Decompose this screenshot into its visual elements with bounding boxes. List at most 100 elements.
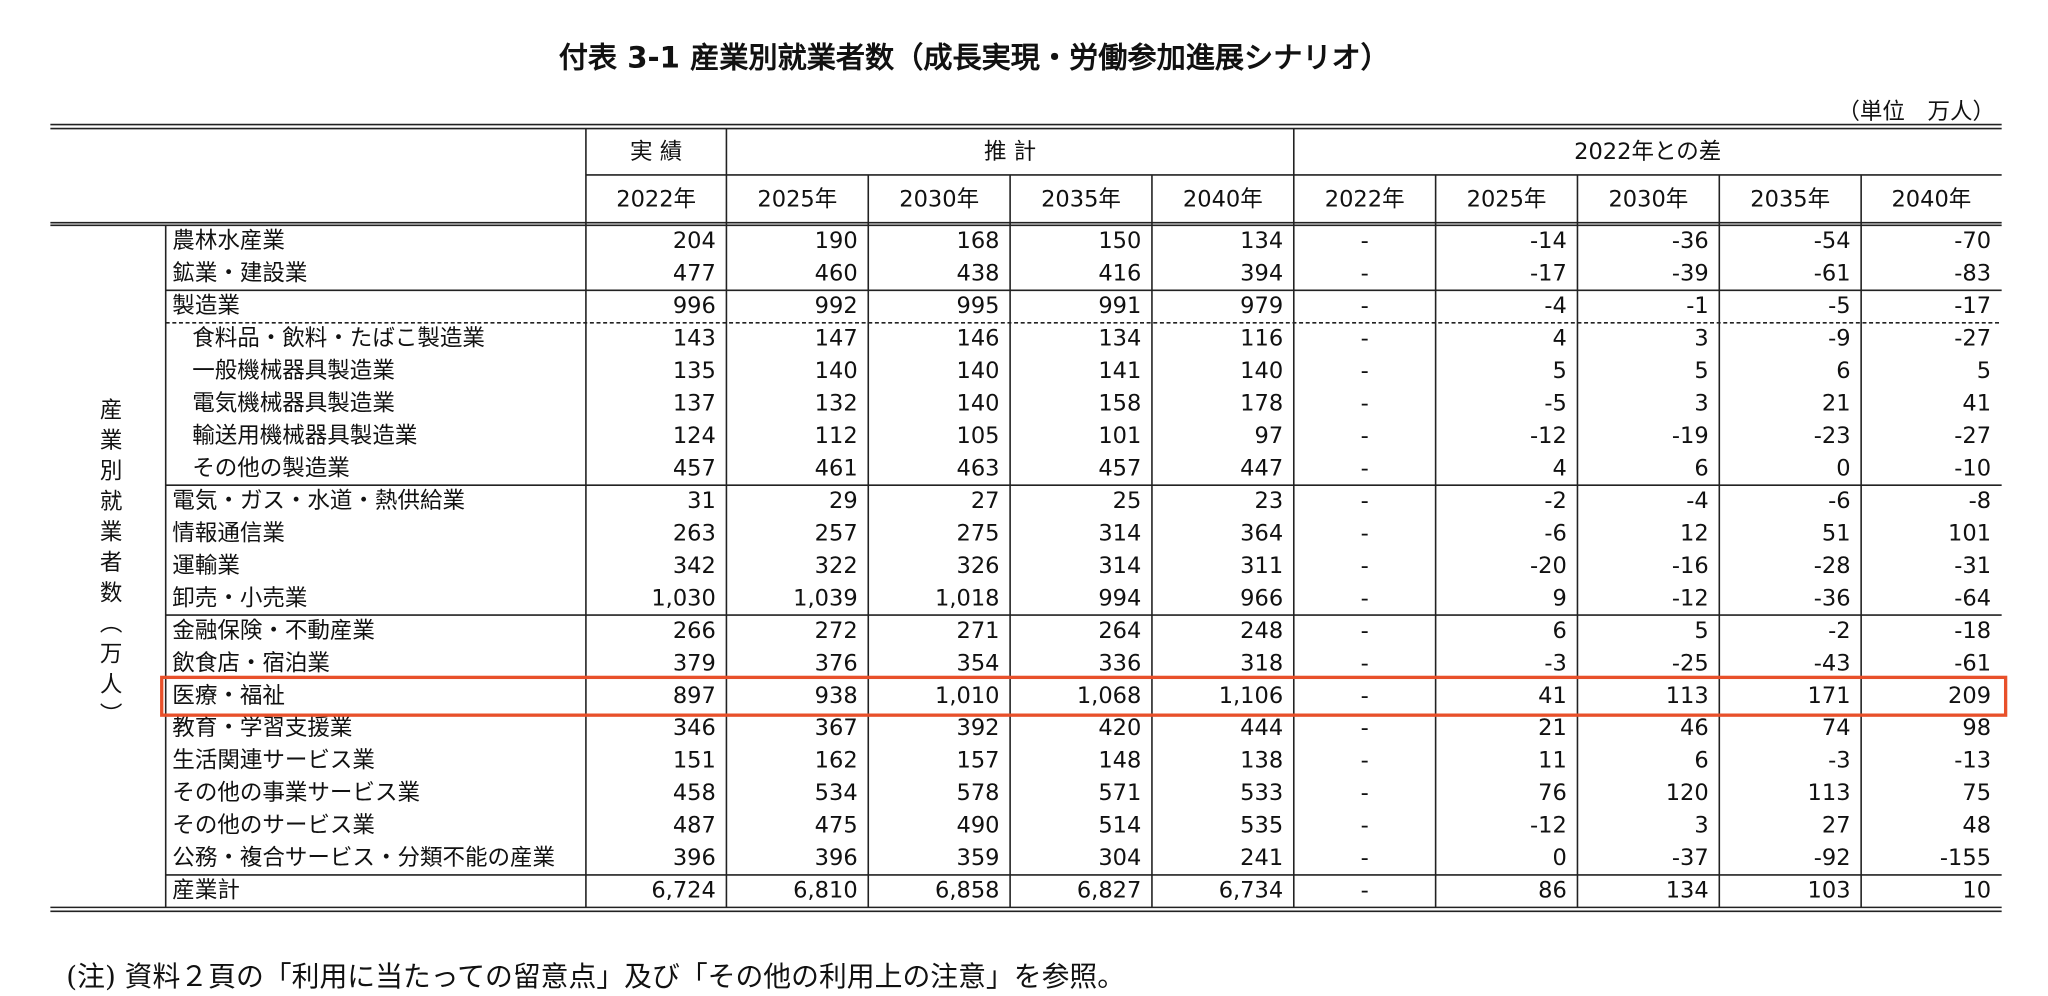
- cell: 991: [1098, 293, 1141, 319]
- row-label: 生活関連サービス業: [172, 748, 375, 774]
- cell: -: [1361, 488, 1369, 514]
- year-header: 2040年: [1183, 187, 1263, 213]
- group-header: 推 計: [984, 139, 1036, 165]
- cell: -61: [1814, 261, 1851, 287]
- cell: 31: [687, 488, 716, 514]
- cell: 1,018: [935, 585, 999, 611]
- year-header: 2030年: [899, 187, 979, 213]
- row-label: 卸売・小売業: [172, 585, 307, 611]
- cell: 461: [815, 455, 858, 481]
- cell: -12: [1530, 423, 1567, 449]
- cell: 105: [957, 423, 1000, 449]
- cell: 458: [673, 780, 716, 806]
- row-label: 鉱業・建設業: [172, 261, 307, 287]
- cell: 97: [1255, 423, 1284, 449]
- cell: -28: [1814, 553, 1851, 579]
- cell: 120: [1666, 780, 1709, 806]
- cell: -2: [1544, 488, 1566, 514]
- cell: 41: [1962, 390, 1991, 416]
- cell: 1,030: [651, 585, 715, 611]
- cell: -9: [1828, 326, 1850, 352]
- cell: 463: [957, 455, 1000, 481]
- cell: 134: [1098, 326, 1141, 352]
- cell: 1,039: [793, 585, 857, 611]
- cell: 48: [1962, 813, 1991, 839]
- cell: 359: [957, 845, 1000, 871]
- cell: -27: [1954, 326, 1991, 352]
- cell: 6: [1694, 455, 1708, 481]
- cell: -: [1361, 390, 1369, 416]
- cell: 396: [673, 845, 716, 871]
- cell: -8: [1969, 488, 1991, 514]
- cell: 11: [1538, 748, 1567, 774]
- cell: 995: [957, 293, 1000, 319]
- cell: -4: [1686, 488, 1708, 514]
- cell: -64: [1954, 585, 1991, 611]
- cell: 6: [1836, 358, 1850, 384]
- cell: 535: [1240, 813, 1283, 839]
- row-label: 金融保険・不動産業: [172, 618, 375, 644]
- cell: -14: [1530, 228, 1567, 254]
- cell: 21: [1822, 390, 1851, 416]
- cell: -10: [1954, 455, 1991, 481]
- cell: -: [1361, 618, 1369, 644]
- cell: -: [1361, 455, 1369, 481]
- cell: 140: [1240, 358, 1283, 384]
- cell: 12: [1680, 520, 1709, 546]
- cell: 460: [815, 261, 858, 287]
- cell: 444: [1240, 715, 1283, 741]
- cell: -36: [1672, 228, 1709, 254]
- row-label: 飲食店・宿泊業: [172, 650, 330, 676]
- row-label: 電気機械器具製造業: [192, 390, 395, 416]
- year-header: 2035年: [1041, 187, 1121, 213]
- cell: -17: [1530, 261, 1567, 287]
- row-label: 農林水産業: [172, 228, 285, 254]
- cell: 3: [1694, 390, 1708, 416]
- row-label: 産業計: [172, 878, 240, 904]
- cell: 533: [1240, 780, 1283, 806]
- group-header: 2022年との差: [1574, 139, 1721, 165]
- cell: -23: [1814, 423, 1851, 449]
- cell: 490: [957, 813, 1000, 839]
- cell: 76: [1538, 780, 1567, 806]
- cell: -5: [1544, 390, 1566, 416]
- cell: 275: [957, 520, 1000, 546]
- cell: 204: [673, 228, 716, 254]
- cell: 101: [1948, 520, 1991, 546]
- cell: 134: [1240, 228, 1283, 254]
- cell: 346: [673, 715, 716, 741]
- cell: 0: [1836, 455, 1850, 481]
- cell: -17: [1954, 293, 1991, 319]
- row-label: 食料品・飲料・たばこ製造業: [192, 326, 485, 352]
- cell: 171: [1808, 683, 1851, 709]
- cell: -31: [1954, 553, 1991, 579]
- group-header: 実 績: [630, 139, 682, 165]
- cell: 1,106: [1219, 683, 1283, 709]
- cell: 3: [1694, 326, 1708, 352]
- unit: （単位 万人）: [1837, 99, 1995, 125]
- cell: 257: [815, 520, 858, 546]
- cell: -: [1361, 358, 1369, 384]
- cell: -83: [1954, 261, 1991, 287]
- cell: 143: [673, 326, 716, 352]
- cell: 137: [673, 390, 716, 416]
- row-label: 医療・福祉: [172, 683, 285, 709]
- cell: -4: [1544, 293, 1566, 319]
- cell: 141: [1098, 358, 1141, 384]
- cell: 27: [971, 488, 1000, 514]
- cell: 112: [815, 423, 858, 449]
- cell: 158: [1098, 390, 1141, 416]
- table-sheet: 付表 3-1 産業別就業者数（成長実現・労働参加進展シナリオ） （単位 万人） …: [50, 41, 2008, 993]
- cell: 138: [1240, 748, 1283, 774]
- cell: 314: [1098, 520, 1141, 546]
- cell: 140: [815, 358, 858, 384]
- cell: 394: [1240, 261, 1283, 287]
- cell: 272: [815, 618, 858, 644]
- cell: 51: [1822, 520, 1851, 546]
- cell: 376: [815, 650, 858, 676]
- cell: 396: [815, 845, 858, 871]
- cell: 148: [1098, 748, 1141, 774]
- cell: 1,010: [935, 683, 999, 709]
- cell: 438: [957, 261, 1000, 287]
- cell: 74: [1822, 715, 1851, 741]
